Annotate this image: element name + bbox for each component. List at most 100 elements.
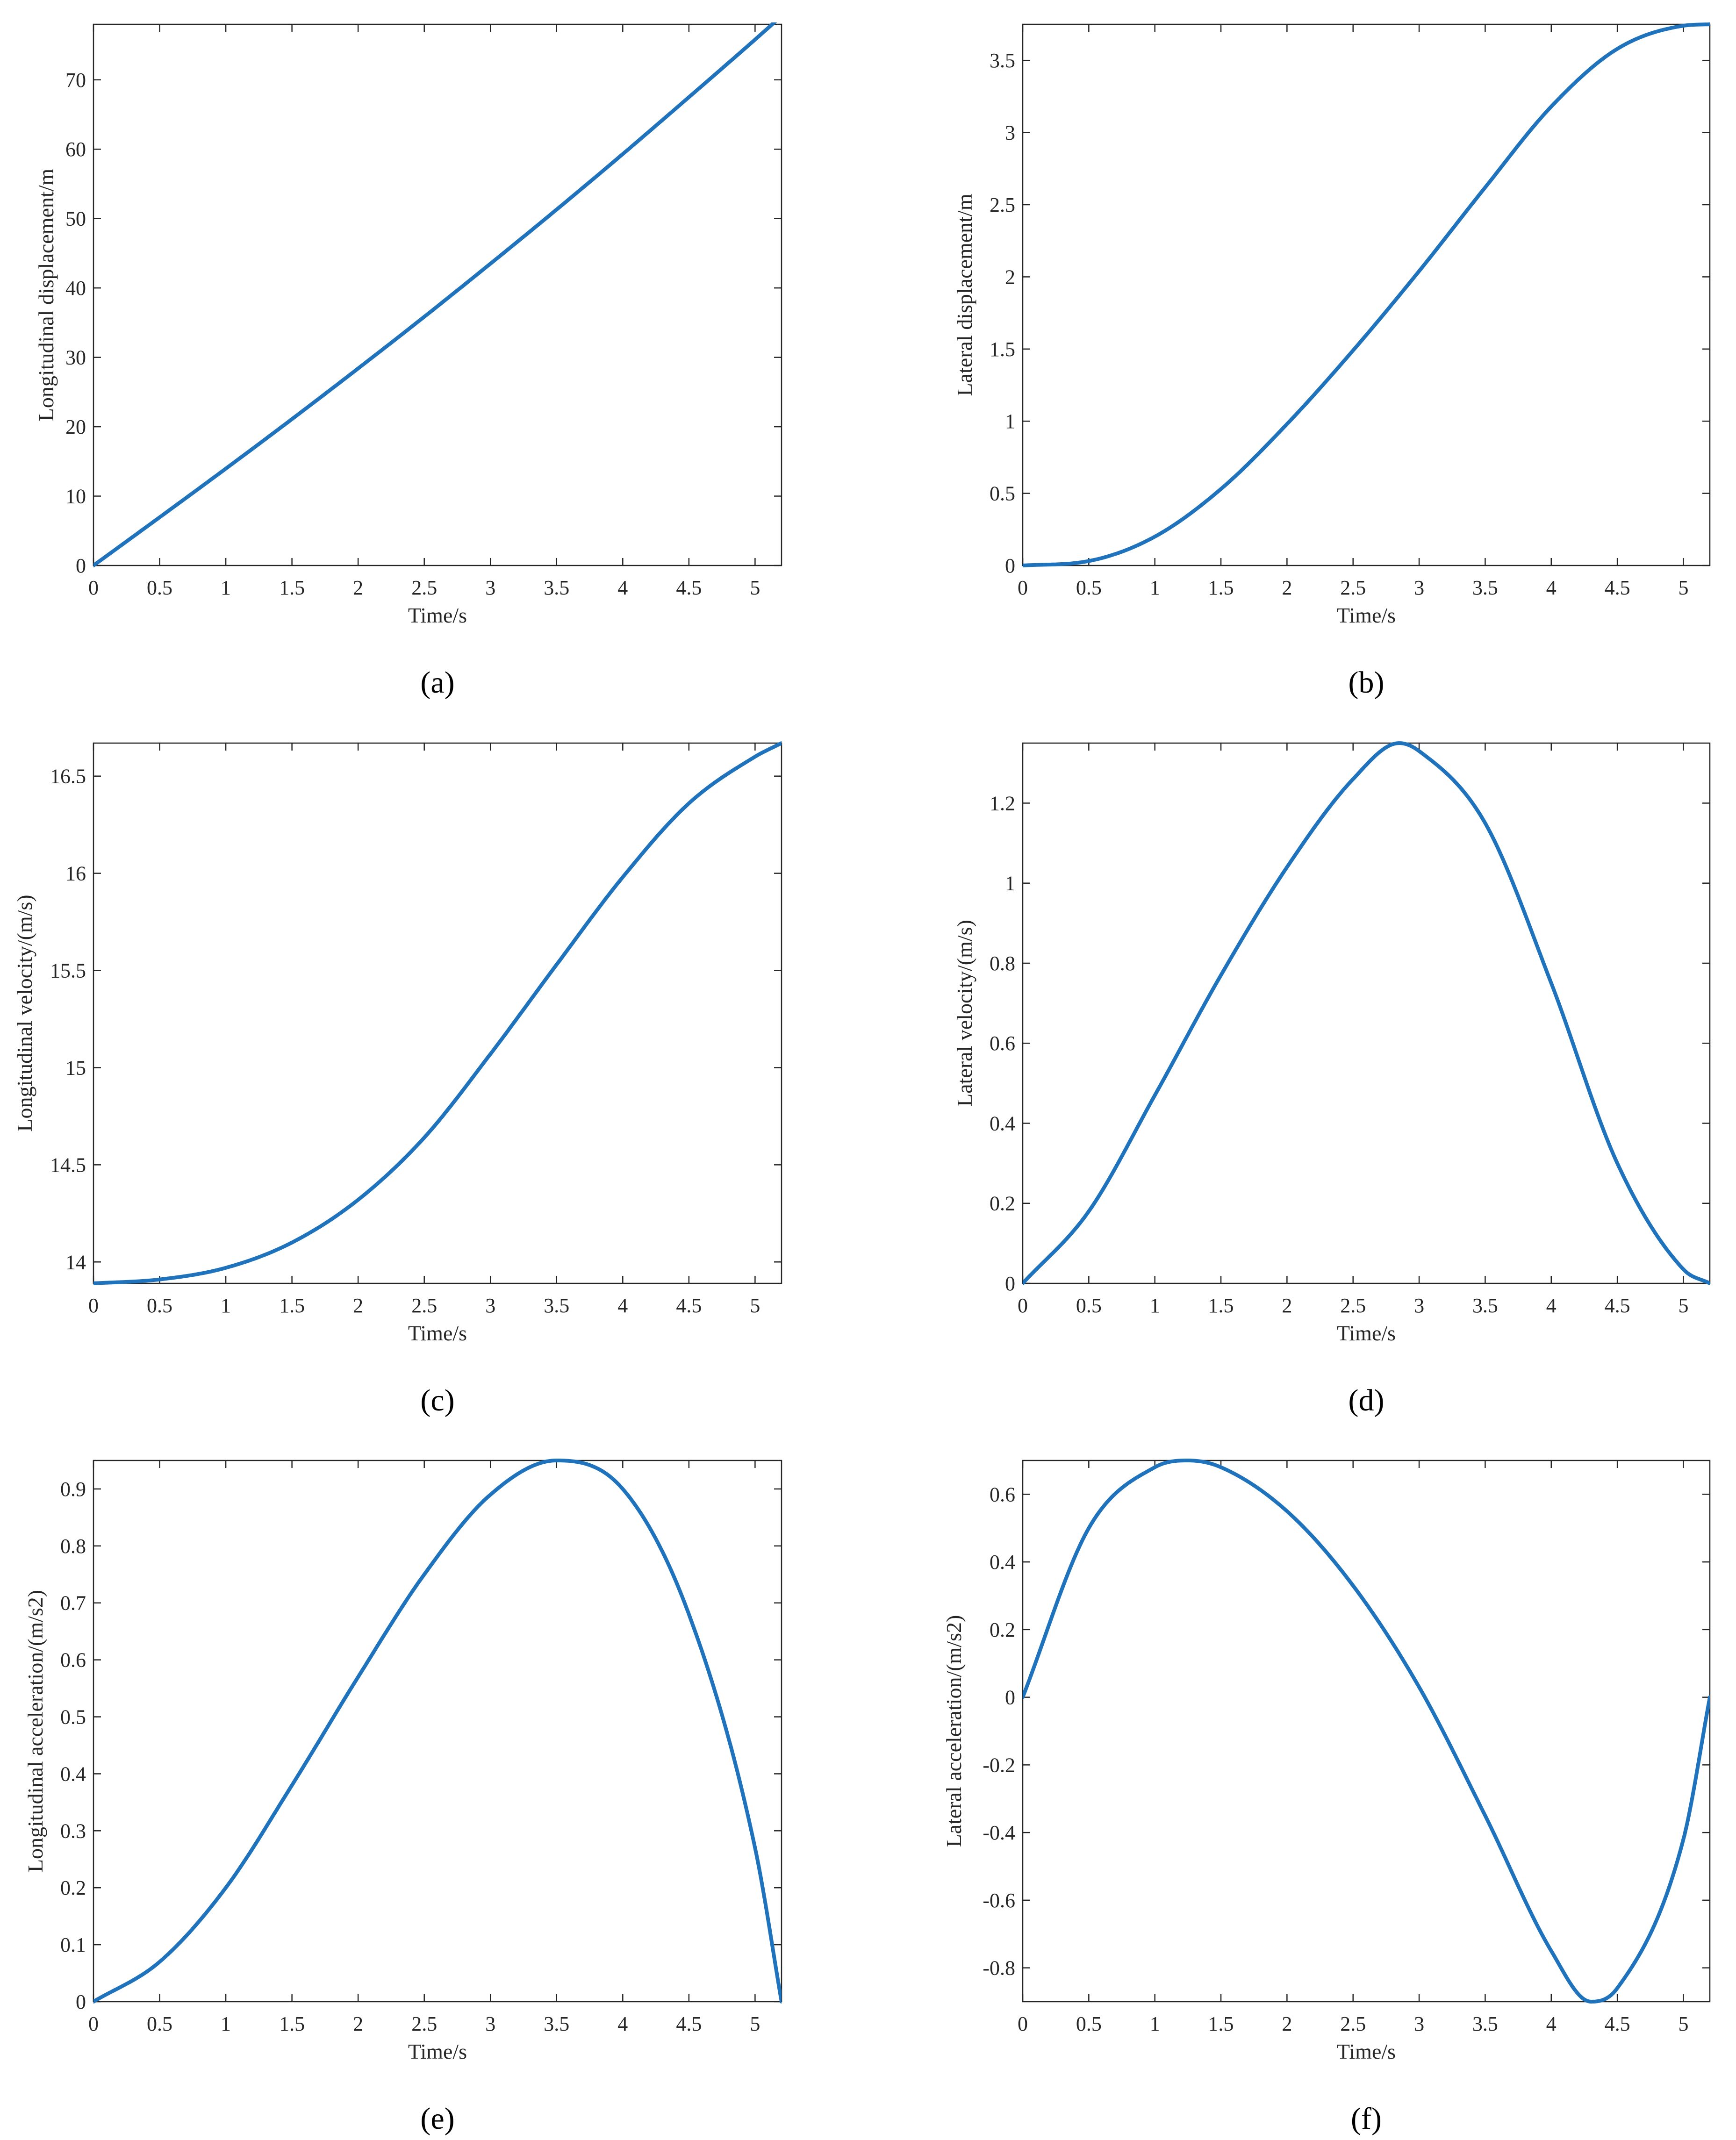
x-tick-label: 4	[1546, 2012, 1557, 2035]
y-tick-label: 0.9	[60, 1478, 86, 1501]
x-tick-label: 2.5	[411, 576, 437, 599]
x-tick-label: 1.5	[1208, 576, 1234, 599]
y-tick-label: 0	[76, 554, 86, 577]
x-tick-label: 4.5	[676, 576, 702, 599]
x-tick-label: 1	[1150, 576, 1160, 599]
x-tick-label: 1.5	[279, 1294, 305, 1317]
y-tick-label: 0.3	[60, 1819, 86, 1842]
x-tick-label: 5	[750, 1294, 760, 1317]
x-tick-label: 1	[221, 1294, 231, 1317]
x-tick-label: 3.5	[1472, 1294, 1498, 1317]
x-tick-label: 3.5	[1472, 2012, 1498, 2035]
y-axis-label: Longitudinal displacement/m	[34, 169, 58, 422]
x-axis-label: Time/s	[408, 2040, 467, 2063]
x-tick-label: 0	[1018, 2012, 1028, 2035]
x-tick-label: 1.5	[1208, 1294, 1234, 1317]
y-tick-label: 0.2	[60, 1876, 86, 1899]
y-tick-label: 0.4	[60, 1762, 86, 1785]
y-tick-label: -0.6	[983, 1889, 1015, 1912]
x-tick-label: 0.5	[147, 2012, 172, 2035]
x-tick-label: 4	[1546, 1294, 1557, 1317]
y-tick-label: 15	[65, 1056, 86, 1079]
y-tick-label: -0.8	[983, 1957, 1015, 1980]
panel-label: (f)	[1351, 2102, 1382, 2136]
chart-panel-f: 0 0.5 1 1.5 2 2.5 3 3.5 4 4.5 5 -0.8 -0.6 -0.4 -0.2 0 0.…	[942, 1459, 1711, 2136]
y-tick-label: 0	[76, 1990, 86, 2013]
y-axis-label: Longitudinal velocity/(m/s)	[13, 895, 36, 1131]
y-tick-label: 0.6	[990, 1483, 1015, 1506]
x-tick-label: 3	[485, 2012, 495, 2035]
y-tick-label: 14	[65, 1251, 86, 1274]
x-tick-label: 5	[1678, 2012, 1688, 2035]
panel-label: (a)	[420, 666, 454, 700]
y-axis-label: Lateral displacement/m	[953, 193, 976, 396]
y-tick-label: 14.5	[50, 1153, 86, 1176]
x-axis-label: Time/s	[1337, 1321, 1396, 1345]
y-tick-label: 40	[65, 277, 86, 300]
y-tick-label: 60	[65, 138, 86, 161]
y-tick-label: 0.7	[60, 1592, 86, 1615]
chart-panel-a: 0 0.5 1 1.5 2 2.5 3 3.5 4 4.5 5010203040506070Time…	[34, 22, 782, 700]
x-tick-label: 3	[1414, 2012, 1424, 2035]
y-tick-label: 16.5	[50, 765, 86, 788]
x-tick-label: 2	[1282, 576, 1292, 599]
y-tick-label: 2	[1005, 265, 1015, 288]
y-tick-label: -0.2	[983, 1754, 1015, 1776]
x-axis-label: Time/s	[408, 1321, 467, 1345]
y-tick-label: 1.5	[990, 338, 1015, 361]
series-line-a-0	[93, 22, 777, 567]
x-tick-label: 5	[750, 576, 760, 599]
x-tick-label: 2	[1282, 2012, 1292, 2035]
y-tick-label: 2.5	[990, 193, 1015, 216]
x-tick-label: 1.5	[279, 576, 305, 599]
x-axis-label: Time/s	[408, 603, 467, 627]
y-tick-label: 0.5	[990, 482, 1015, 505]
x-tick-label: 4.5	[676, 2012, 702, 2035]
x-tick-label: 1.5	[279, 2012, 305, 2035]
y-tick-label: 0.5	[60, 1706, 86, 1729]
y-tick-label: 0	[1005, 1272, 1015, 1295]
y-axis-label: Lateral acceleration/(m/s2)	[942, 1615, 966, 1847]
y-axis-label: Lateral velocity/(m/s)	[953, 920, 976, 1107]
x-tick-label: 4.5	[1605, 2012, 1630, 2035]
x-tick-label: 4.5	[1605, 1294, 1630, 1317]
series-line-e-0	[93, 1459, 782, 2004]
x-tick-label: 0	[88, 1294, 99, 1317]
y-tick-label: 30	[65, 346, 86, 369]
y-tick-label: 0	[1005, 1686, 1015, 1709]
x-tick-label: 0.5	[147, 1294, 172, 1317]
y-tick-label: -0.4	[983, 1821, 1015, 1844]
x-tick-label: 3	[1414, 576, 1424, 599]
x-tick-label: 2.5	[411, 2012, 437, 2035]
chart-panel-c: 0 0.5 1 1.5 2 2.5 3 3.5 4 4.5 5 14 14.5 15 15.5 16 16.5 T…	[13, 741, 782, 1417]
x-tick-label: 0.5	[1076, 576, 1102, 599]
chart-panel-d: 0 0.5 1 1.5 2 2.5 3 3.5 4 4.5 5 0 0.2 0.4 0.6 0.8 1 1.2 Ti…	[953, 741, 1711, 1417]
x-tick-label: 0.5	[1076, 2012, 1102, 2035]
y-tick-label: 0.4	[990, 1551, 1015, 1574]
y-tick-label: 50	[65, 208, 86, 230]
y-axis-label: Longitudinal acceleration/(m/s2)	[23, 1590, 47, 1872]
y-tick-label: 16	[65, 862, 86, 885]
y-tick-label: 1.2	[990, 792, 1015, 815]
series-line-b-0	[1023, 22, 1710, 567]
x-tick-label: 4.5	[676, 1294, 702, 1317]
y-tick-label: 1	[1005, 872, 1015, 895]
chart-panel-b: 0 0.5 1 1.5 2 2.5 3 3.5 4 4.5 5 0 0.5 1 1.5 2 2.5 3 3.5 Tim…	[953, 22, 1711, 700]
y-tick-label: 0.8	[60, 1535, 86, 1558]
x-tick-label: 4	[617, 576, 628, 599]
panel-label: (e)	[420, 2102, 454, 2136]
x-tick-label: 2	[1282, 1294, 1292, 1317]
x-axis-label: Time/s	[1337, 2040, 1396, 2063]
plot-frame	[1022, 742, 1711, 1284]
x-tick-label: 2.5	[1340, 576, 1366, 599]
panel-label: (d)	[1349, 1383, 1384, 1417]
x-tick-label: 5	[1678, 576, 1688, 599]
x-tick-label: 0	[1018, 1294, 1028, 1317]
x-tick-label: 1	[1150, 1294, 1160, 1317]
x-tick-label: 4	[617, 2012, 628, 2035]
x-tick-label: 3	[1414, 1294, 1424, 1317]
x-tick-label: 4	[617, 1294, 628, 1317]
y-tick-label: 0.6	[60, 1649, 86, 1672]
y-tick-label: 0.4	[990, 1112, 1015, 1135]
x-tick-label: 4.5	[1605, 576, 1630, 599]
